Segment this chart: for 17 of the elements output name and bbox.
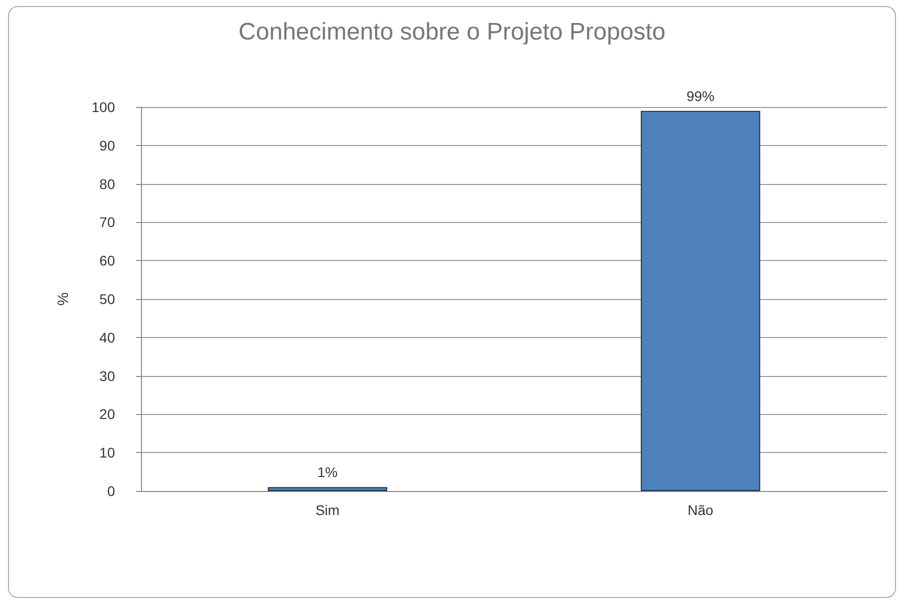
y-tick-label: 80: [99, 176, 116, 192]
y-axis-title: %: [55, 292, 72, 306]
y-tick-label: 90: [99, 137, 116, 154]
x-tick-label: Não: [688, 502, 714, 518]
y-tick-label: 70: [99, 214, 116, 230]
y-tick-label: 50: [99, 291, 116, 307]
x-tick-label: Sim: [315, 502, 340, 518]
y-tick-label: 10: [99, 444, 116, 461]
data-label: 1%: [317, 464, 338, 480]
y-tick-label: 0: [107, 483, 116, 499]
y-tick-label: 100: [92, 99, 116, 115]
data-label: 99%: [686, 88, 715, 104]
y-tick-label: 40: [99, 329, 116, 346]
y-tick-label: 60: [99, 252, 116, 269]
y-tick-label: 30: [99, 368, 116, 384]
chart-title: Conhecimento sobre o Projeto Proposto: [238, 18, 666, 46]
y-tick-label: 20: [99, 406, 116, 422]
